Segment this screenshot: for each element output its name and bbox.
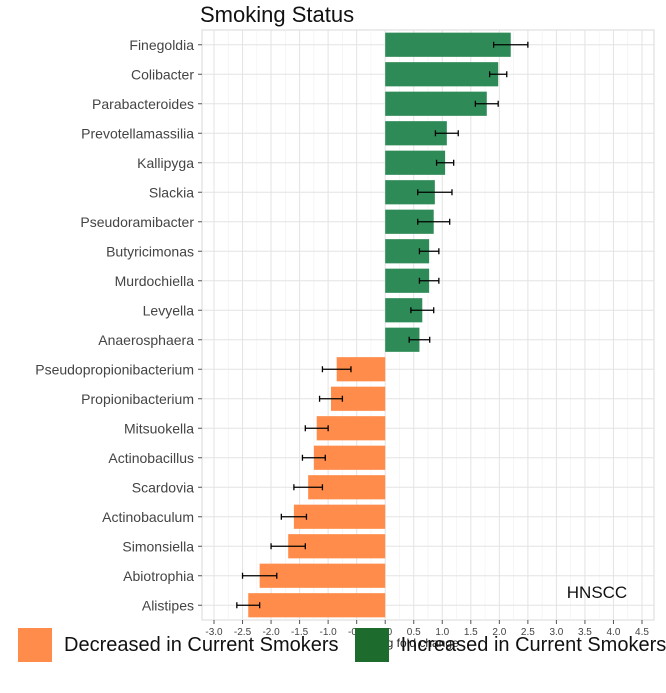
category-label: Pseudopropionibacterium <box>35 361 194 377</box>
legend: Decreased in Current Smokers Increased i… <box>18 628 666 662</box>
hnscc-annotation: HNSCC <box>567 583 627 602</box>
x-tick-label: -1.5 <box>291 627 309 638</box>
x-tick-label: 4.5 <box>635 627 649 638</box>
category-label: Prevotellamassilia <box>81 125 194 141</box>
category-label: Levyella <box>143 302 195 318</box>
category-label: Simonsiella <box>122 538 194 554</box>
category-label: Mitsuokella <box>124 420 194 436</box>
bar-colibacter <box>385 62 499 87</box>
x-tick-label: 4.0 <box>607 627 621 638</box>
category-labels: Finegoldia Colibacter Parabacteroides Prevo… <box>35 37 202 613</box>
category-label: Actinobacillus <box>108 450 194 466</box>
x-tick-label: -2.0 <box>262 627 280 638</box>
x-tick-label: 1.5 <box>464 627 478 638</box>
x-tick-label: 0.5 <box>407 627 421 638</box>
category-label: Anaerosphaera <box>98 332 194 348</box>
category-label: Actinobaculum <box>102 509 194 525</box>
category-label: Propionibacterium <box>81 391 194 407</box>
bar-alistipes <box>248 593 386 618</box>
x-tick-label: -1.0 <box>320 627 338 638</box>
category-label: Butyricimonas <box>106 243 194 259</box>
bar-parabacteroides <box>385 91 487 116</box>
legend-item-increased: Increased in Current Smokers <box>354 628 666 662</box>
category-label: Scardovia <box>132 479 194 495</box>
legend-label-increased: Increased in Current Smokers <box>400 633 666 656</box>
x-tick-label: -2.5 <box>234 627 252 638</box>
category-label: Alistipes <box>142 597 194 613</box>
bar-abiotrophia <box>259 563 386 588</box>
x-tick-label: 2.0 <box>492 627 506 638</box>
category-label: Parabacteroides <box>92 96 194 112</box>
bar-finegoldia <box>385 32 511 57</box>
category-label: Murdochiella <box>115 273 195 289</box>
category-label: Kallipyga <box>137 155 194 171</box>
x-tick-label: -3.0 <box>205 627 223 638</box>
x-tick-label: 3.5 <box>578 627 592 638</box>
category-label: Pseudoramibacter <box>80 214 194 230</box>
category-label: Colibacter <box>131 66 194 82</box>
chart-title: Smoking Status <box>200 2 354 27</box>
x-tick-label: 3.0 <box>549 627 563 638</box>
x-tick-label: 2.5 <box>521 627 535 638</box>
bar-actinobaculum <box>293 504 386 529</box>
bar-kallipyga <box>385 150 446 175</box>
error-bars-layer <box>236 41 529 609</box>
legend-swatch-increased <box>354 628 389 662</box>
legend-item-decreased: Decreased in Current Smokers <box>18 628 339 662</box>
legend-swatch-decreased <box>18 628 52 662</box>
x-axis-label: Log fold change <box>373 636 459 650</box>
grid-layer <box>201 29 655 621</box>
legend-label-decreased: Decreased in Current Smokers <box>64 633 339 656</box>
category-label: Abiotrophia <box>123 568 194 584</box>
x-tick-label: 1.0 <box>435 627 449 638</box>
category-label: Slackia <box>149 184 194 200</box>
category-label: Finegoldia <box>129 37 194 53</box>
